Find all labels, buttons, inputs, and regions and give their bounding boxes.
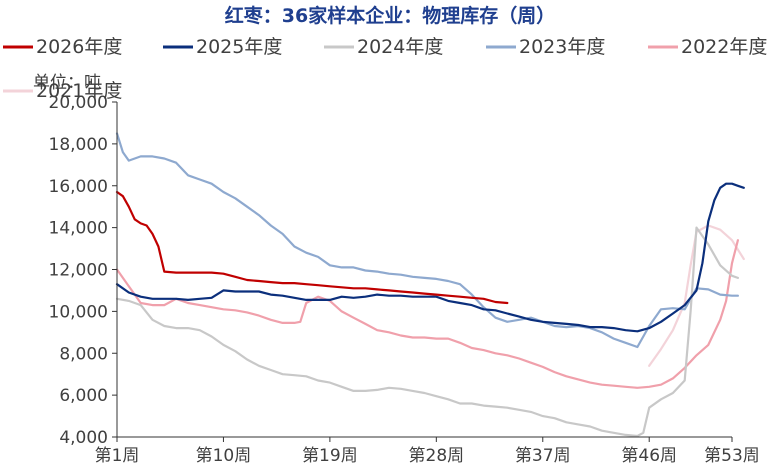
legend-label: 2022年度 [681, 36, 767, 58]
legend-item-2022年度: 2022年度 [648, 36, 767, 58]
y-tick-label: 18,000 [49, 135, 108, 155]
unit-label: 单位：吨 [33, 73, 101, 93]
legend-label: 2023年度 [519, 36, 605, 58]
series-line-2023年度 [115, 132, 739, 349]
x-tick-label: 第19周 [302, 446, 358, 466]
x-tick-label: 第1周 [95, 446, 140, 466]
series-line-2024年度 [115, 226, 739, 438]
series-line-2026年度 [115, 190, 509, 305]
series-layer [115, 132, 745, 438]
series-line-2025年度 [115, 182, 745, 333]
chart-axes: 4,000 6,000 8,000 10,000 12,000 14,000 16,000 1… [49, 93, 760, 466]
legend-label: 2021年度 [36, 80, 122, 102]
series-line-2021年度 [648, 224, 745, 367]
y-tick-label: 12,000 [49, 261, 108, 281]
x-tick-label: 第28周 [409, 446, 465, 466]
y-tick-label: 4,000 [59, 428, 108, 448]
series-line-2022年度 [115, 239, 739, 389]
chart-title: 红枣：36家样本企业：物理库存（周） [225, 4, 555, 27]
x-tick-label: 第37周 [515, 446, 571, 466]
x-tick-label: 第46周 [621, 446, 677, 466]
legend-item-2025年度: 2025年度 [163, 36, 282, 58]
legend-item-2026年度: 2026年度 [3, 36, 122, 58]
y-tick-label: 8,000 [59, 344, 108, 364]
y-tick-label: 20,000 [49, 93, 108, 113]
legend-label: 2024年度 [357, 36, 443, 58]
legend-item-2024年度: 2024年度 [324, 36, 443, 58]
y-tick-label: 16,000 [49, 177, 108, 197]
legend-label: 2025年度 [196, 36, 282, 58]
legend-item-2021年度: 2021年度 [3, 80, 122, 102]
x-tick-label: 第53周 [704, 446, 760, 466]
x-tick-label: 第10周 [196, 446, 252, 466]
y-tick-label: 14,000 [49, 219, 108, 239]
y-tick-label: 6,000 [59, 386, 108, 406]
legend-label: 2026年度 [36, 36, 122, 58]
legend-item-2023年度: 2023年度 [486, 36, 605, 58]
y-tick-label: 10,000 [49, 302, 108, 322]
chart-legend: 2026年度 2025年度 2024年度 2023年度 2022年度 2021年度 [3, 36, 767, 102]
